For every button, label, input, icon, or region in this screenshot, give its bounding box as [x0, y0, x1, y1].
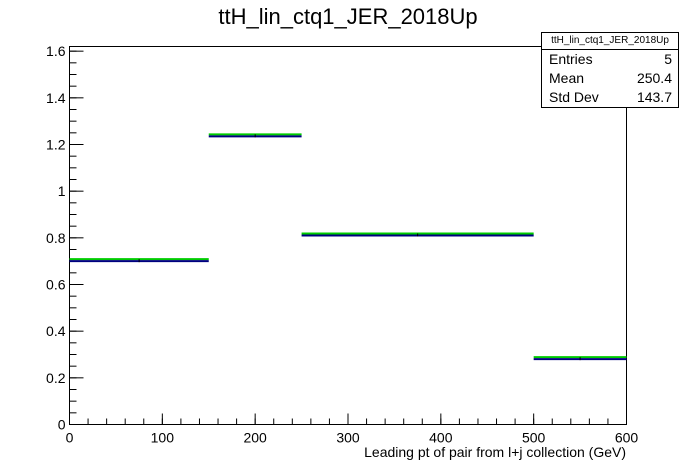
- x-axis-label: Leading pt of pair from l+j collection (…: [364, 444, 626, 460]
- y-tick-label: 1.6: [46, 43, 66, 59]
- x-axis: 0 100 200 300 400 500 600: [66, 413, 639, 446]
- stats-stddev-value: 143.7: [636, 89, 672, 105]
- x-tick-label: 200: [243, 430, 267, 446]
- y-axis: 0 0.2 0.4 0.6 0.8 1 1.2 1.4 1.6: [46, 43, 84, 433]
- stats-entries-value: 5: [664, 51, 672, 67]
- x-tick-label: 300: [336, 430, 360, 446]
- stats-mean-label: Mean: [549, 70, 585, 86]
- stats-box: ttH_lin_ctq1_JER_2018Up Entries 5 Mean 2…: [541, 32, 679, 108]
- stats-entries-label: Entries: [549, 51, 593, 67]
- y-tick-label: 1: [58, 183, 66, 199]
- x-tick-label: 100: [151, 430, 175, 446]
- y-tick-label: 1.2: [46, 137, 66, 153]
- x-tick-label: 600: [615, 430, 639, 446]
- x-tick-label: 500: [522, 430, 546, 446]
- y-tick-label: 0.2: [46, 370, 66, 386]
- histogram-bins: [69, 133, 627, 361]
- y-tick-label: 1.4: [46, 90, 66, 106]
- stats-entries-row: Entries 5: [542, 50, 678, 69]
- stats-box-title: ttH_lin_ctq1_JER_2018Up: [542, 33, 678, 50]
- y-tick-label: 0: [58, 417, 66, 433]
- stats-mean-row: Mean 250.4: [542, 69, 678, 88]
- stats-mean-value: 250.4: [636, 70, 672, 86]
- y-tick-label: 0.4: [46, 323, 66, 339]
- x-tick-label: 0: [66, 430, 74, 446]
- chart-title: ttH_lin_ctq1_JER_2018Up: [218, 4, 478, 29]
- stats-stddev-row: Std Dev 143.7: [542, 88, 678, 107]
- stats-stddev-label: Std Dev: [549, 89, 599, 105]
- y-tick-label: 0.6: [46, 277, 66, 293]
- x-tick-label: 400: [429, 430, 453, 446]
- y-tick-label: 0.8: [46, 230, 66, 246]
